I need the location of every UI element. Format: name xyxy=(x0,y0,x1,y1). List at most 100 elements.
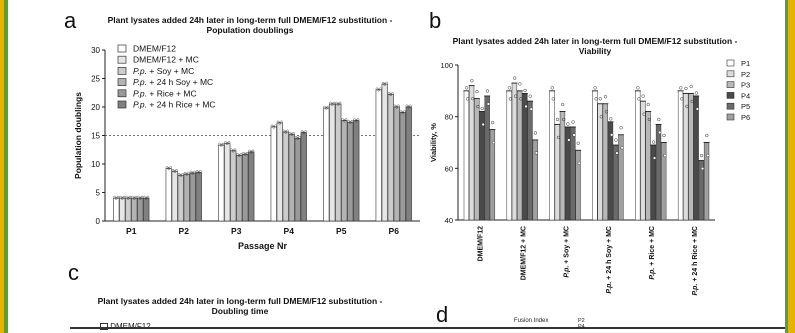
bar xyxy=(270,126,277,222)
bar xyxy=(522,93,528,221)
data-point xyxy=(325,107,328,110)
data-point xyxy=(298,135,301,139)
data-point xyxy=(139,197,142,200)
legend-label: P.p. + Soy + MC xyxy=(133,66,194,76)
data-point xyxy=(598,97,602,101)
bar xyxy=(189,172,196,222)
data-point xyxy=(115,197,118,200)
data-point xyxy=(689,84,693,89)
data-point xyxy=(476,104,480,109)
legend-label: DMEM/F12 xyxy=(133,44,176,54)
data-point xyxy=(165,166,169,169)
y-tick-label: 30 xyxy=(91,46,100,55)
x-axis-label: Passage Nr xyxy=(238,241,288,251)
legend-label: P1 xyxy=(741,59,750,68)
data-point xyxy=(128,195,132,199)
legend-swatch xyxy=(117,89,127,98)
data-point xyxy=(337,103,340,106)
bar xyxy=(559,111,566,221)
bar xyxy=(683,93,689,221)
y-tick-label: 80 xyxy=(445,113,453,122)
legend-label: P.p. + 24 h Rice + MC xyxy=(133,100,216,110)
data-point xyxy=(533,131,538,135)
chart-a-title-line1: Plant lysates added 24h later in long-te… xyxy=(107,15,393,25)
data-point xyxy=(481,122,485,127)
data-point xyxy=(651,140,656,144)
x-tick-label: P4 xyxy=(284,226,295,236)
left-accent-stripe xyxy=(0,0,4,333)
data-point xyxy=(705,133,709,138)
chart-c-legend-partial: DMEM/F12 xyxy=(100,322,151,331)
data-point xyxy=(179,174,182,178)
data-point xyxy=(238,154,241,158)
bar xyxy=(341,120,348,222)
data-point xyxy=(615,151,619,155)
bar xyxy=(381,83,388,222)
panel-label-d: d xyxy=(436,302,449,327)
data-point xyxy=(401,111,404,115)
left-accent-stripe-green xyxy=(4,0,8,333)
x-tick-label: P.p. + 24 h Rice + MC xyxy=(692,226,699,296)
data-point xyxy=(464,86,469,90)
data-point xyxy=(280,120,283,123)
data-point xyxy=(143,195,146,199)
legend-label: P3 xyxy=(741,81,750,90)
data-point xyxy=(122,195,126,199)
bar xyxy=(143,197,150,222)
y-tick-label: 40 xyxy=(445,216,453,225)
data-point xyxy=(146,195,150,199)
data-point xyxy=(383,83,386,86)
legend-label: P6 xyxy=(741,113,750,122)
legend-label: DMEM/F12 + MC xyxy=(133,55,199,65)
data-point xyxy=(332,101,336,105)
data-point xyxy=(177,172,181,176)
legend-swatch xyxy=(117,78,127,86)
data-point xyxy=(694,91,699,95)
data-point xyxy=(329,101,332,105)
data-point xyxy=(195,170,199,173)
legend-swatch xyxy=(726,70,735,78)
right-accent-stripe-green xyxy=(785,0,788,333)
data-point xyxy=(349,121,352,124)
bar xyxy=(288,134,295,222)
bar xyxy=(655,124,662,221)
data-point xyxy=(343,119,346,123)
bar xyxy=(468,85,475,221)
data-point xyxy=(341,118,344,121)
data-point xyxy=(116,195,120,199)
bar xyxy=(399,112,406,222)
data-point xyxy=(173,170,176,174)
data-point xyxy=(270,124,274,127)
data-point xyxy=(133,197,136,200)
bar xyxy=(613,144,619,221)
panel-label-b: b xyxy=(429,8,442,33)
data-point xyxy=(276,120,280,123)
data-point xyxy=(220,144,223,147)
y-tick-label: 60 xyxy=(445,164,453,173)
bar xyxy=(282,131,289,222)
data-point xyxy=(391,92,394,95)
bar xyxy=(353,120,360,222)
bar xyxy=(248,151,255,222)
data-point xyxy=(387,92,391,95)
chart-b-title-line2: Viability xyxy=(578,46,612,56)
bar xyxy=(479,111,485,221)
data-point xyxy=(145,197,148,200)
right-accent-stripe xyxy=(788,0,795,333)
data-point xyxy=(181,172,184,176)
data-point xyxy=(695,107,700,111)
bar xyxy=(195,172,202,222)
data-point xyxy=(399,110,403,113)
data-point xyxy=(193,170,196,174)
legend-swatch xyxy=(117,44,127,53)
data-point xyxy=(646,102,650,107)
data-point xyxy=(244,153,247,156)
bar xyxy=(177,175,184,222)
data-point xyxy=(524,104,528,109)
chart-d-legend-p2: P2 xyxy=(578,318,585,324)
data-point xyxy=(167,167,170,171)
data-point xyxy=(393,104,397,108)
data-point xyxy=(571,120,575,124)
data-point xyxy=(175,169,178,172)
bar xyxy=(693,95,699,221)
